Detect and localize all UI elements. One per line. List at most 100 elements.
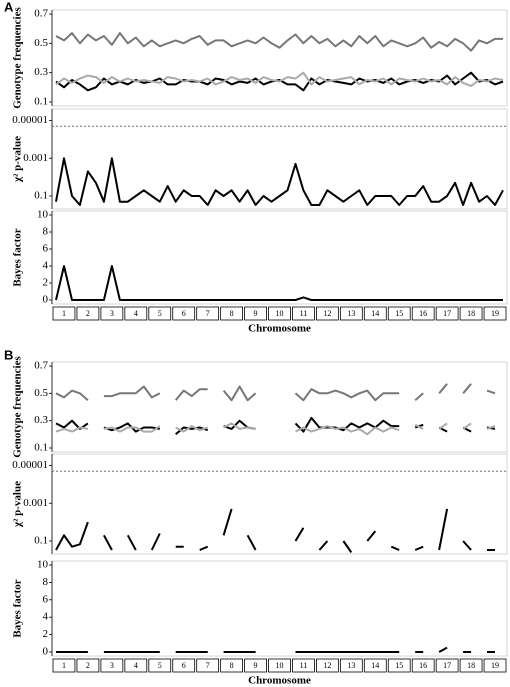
plot-frame xyxy=(51,210,508,305)
y-tick-label: 8 xyxy=(43,226,49,238)
chromosome-box xyxy=(292,306,315,321)
y-tick-label: 0 xyxy=(43,646,49,658)
chromosome-box xyxy=(483,306,507,321)
chromosome-box xyxy=(124,658,148,673)
chromosome-label: 18 xyxy=(467,309,475,318)
y-tick-label: 2 xyxy=(43,277,49,289)
plot-frame xyxy=(51,9,508,107)
series-line xyxy=(55,422,496,436)
y-tick-label: 0.1 xyxy=(34,442,48,454)
chromosome-box xyxy=(148,306,172,321)
y-tick-label: 0.001 xyxy=(23,152,48,164)
panel-label: B xyxy=(4,347,13,362)
chromosome-label: 14 xyxy=(371,309,379,318)
y-tick-label: 0.5 xyxy=(34,387,48,399)
chromosome-label: 11 xyxy=(300,309,308,318)
chromosome-label: 7 xyxy=(206,661,210,670)
chromosome-label: 4 xyxy=(134,661,138,670)
chromosome-box xyxy=(100,658,124,673)
chromosome-box xyxy=(172,658,196,673)
plot-frame xyxy=(51,560,508,657)
series-line xyxy=(56,646,495,653)
chromosome-label: 11 xyxy=(300,661,308,670)
chromosome-box xyxy=(316,306,339,321)
chromosome-box xyxy=(76,658,100,673)
chromosome-box xyxy=(363,658,387,673)
chromosome-label: 12 xyxy=(323,661,331,670)
chromosome-box xyxy=(244,306,267,321)
chromosome-label: 13 xyxy=(347,661,355,670)
chromosome-box xyxy=(148,658,172,673)
chromosome-box xyxy=(196,306,220,321)
chromosome-box xyxy=(459,306,483,321)
series-line xyxy=(55,416,496,436)
chromosome-label: 17 xyxy=(443,309,451,318)
y-tick-label: 0.5 xyxy=(34,37,48,49)
y-axis-label: χ² p-value xyxy=(12,481,24,528)
y-tick-label: 0.1 xyxy=(34,96,48,108)
chromosome-label: 15 xyxy=(395,309,403,318)
series-line xyxy=(55,383,496,402)
y-tick-label: 0.00001 xyxy=(12,114,48,126)
chromosome-label: 5 xyxy=(158,661,162,670)
y-tick-label: 10 xyxy=(37,559,49,571)
y-tick-label: 0.1 xyxy=(34,535,48,547)
series-line xyxy=(55,508,495,553)
chromosome-box xyxy=(244,658,267,673)
chromosome-label: 18 xyxy=(467,661,475,670)
chromosome-box xyxy=(411,658,435,673)
chromosome-box xyxy=(196,658,220,673)
chromosome-label: 17 xyxy=(443,661,451,670)
chromosome-label: 19 xyxy=(491,661,499,670)
chromosome-label: 2 xyxy=(86,661,90,670)
plot-frame xyxy=(51,453,508,555)
series-line xyxy=(55,265,503,301)
chromosome-box xyxy=(339,306,363,321)
y-tick-label: 0.1 xyxy=(34,190,48,202)
chromosome-box xyxy=(411,306,435,321)
chromosome-box xyxy=(483,658,507,673)
chromosome-box xyxy=(268,306,291,321)
chromosome-box xyxy=(339,658,363,673)
series-line xyxy=(55,157,504,206)
y-tick-label: 2 xyxy=(43,628,49,640)
chromosome-label: 9 xyxy=(254,661,258,670)
chromosome-box xyxy=(124,306,148,321)
chromosome-box xyxy=(220,658,243,673)
chromosome-label: 8 xyxy=(230,309,234,318)
chromosome-label: 16 xyxy=(419,309,427,318)
y-tick-label: 6 xyxy=(43,243,49,255)
chromosome-label: 1 xyxy=(62,661,66,670)
y-tick-label: 0.7 xyxy=(34,8,48,20)
chromosome-box xyxy=(220,306,243,321)
x-axis-label: Chromosome xyxy=(248,323,311,335)
plot-frame xyxy=(51,108,508,210)
chromosome-box xyxy=(292,658,315,673)
chromosome-label: 15 xyxy=(395,661,403,670)
chromosome-label: 3 xyxy=(110,661,114,670)
y-tick-label: 0 xyxy=(43,294,49,306)
chromosome-label: 19 xyxy=(491,309,499,318)
chromosome-label: 6 xyxy=(182,661,186,670)
chromosome-box xyxy=(435,658,459,673)
y-tick-label: 0.3 xyxy=(34,66,48,78)
y-tick-label: 0.7 xyxy=(34,360,48,372)
y-axis-label: Genotype frequencies xyxy=(12,356,24,458)
chromosome-box xyxy=(435,306,459,321)
chromosome-box xyxy=(52,306,76,321)
panel-label: A xyxy=(4,0,14,14)
chromosome-label: 4 xyxy=(134,309,138,318)
chromosome-label: 10 xyxy=(276,309,284,318)
y-tick-label: 0.3 xyxy=(34,414,48,426)
chromosome-label: 8 xyxy=(230,661,234,670)
chromosome-box xyxy=(316,658,339,673)
chromosome-label: 12 xyxy=(323,309,331,318)
y-tick-label: 4 xyxy=(43,611,49,623)
chromosome-box xyxy=(387,306,411,321)
chromosome-box xyxy=(76,306,100,321)
series-line xyxy=(55,32,503,52)
x-axis-label: Chromosome xyxy=(248,675,311,687)
chromosome-box xyxy=(387,658,411,673)
